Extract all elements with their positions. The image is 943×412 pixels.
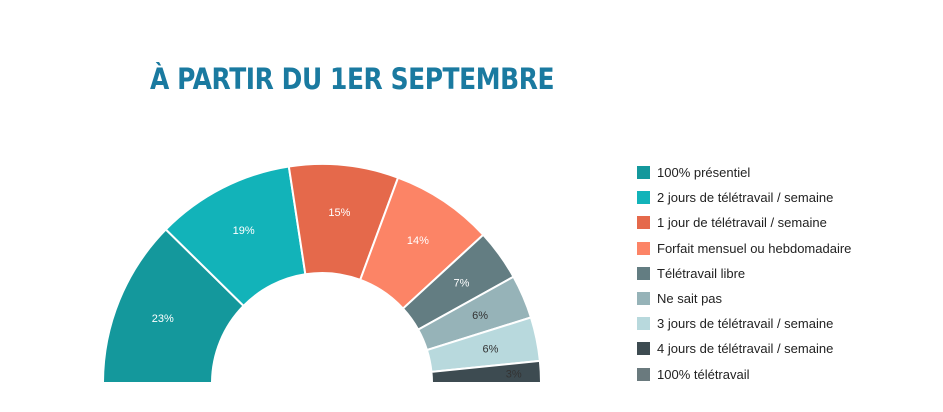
chart-title: À PARTIR DU 1ER SEPTEMBRE — [150, 62, 555, 96]
slice-label-2: 15% — [328, 207, 350, 219]
legend-swatch-5 — [637, 292, 650, 306]
legend-item-5: Ne sait pas — [637, 286, 851, 311]
legend-swatch-2 — [637, 216, 650, 230]
legend-swatch-4 — [637, 266, 650, 280]
legend-swatch-3 — [637, 241, 650, 255]
slice-label-7: 3% — [506, 368, 522, 380]
legend-label-8: 100% télétravail — [657, 366, 750, 382]
legend-item-6: 3 jours de télétravail / semaine — [637, 311, 851, 336]
slice-label-1: 19% — [233, 225, 255, 237]
slice-label-0: 23% — [152, 313, 174, 325]
legend-item-0: 100% présentiel — [637, 160, 851, 185]
legend-label-0: 100% présentiel — [657, 165, 751, 181]
legend-label-3: Forfait mensuel ou hebdomadaire — [657, 240, 852, 256]
slice-label-3: 14% — [407, 235, 429, 247]
legend-swatch-1 — [637, 191, 650, 205]
legend-label-6: 3 jours de télétravail / semaine — [657, 316, 834, 332]
chart-legend: 100% présentiel 2 jours de télétravail / … — [637, 160, 851, 387]
legend-swatch-8 — [637, 367, 650, 381]
legend-swatch-0 — [637, 166, 650, 180]
slice-label-4: 7% — [454, 277, 470, 289]
legend-item-4: Télétravail libre — [637, 261, 851, 286]
slice-label-6: 6% — [483, 343, 499, 355]
legend-label-4: Télétravail libre — [657, 265, 746, 281]
legend-item-1: 2 jours de télétravail / semaine — [637, 185, 851, 210]
legend-item-8: 100% télétravail — [637, 362, 851, 387]
legend-item-3: Forfait mensuel ou hebdomadaire — [637, 236, 851, 261]
legend-swatch-7 — [637, 342, 650, 356]
legend-item-7: 4 jours de télétravail / semaine — [637, 336, 851, 361]
legend-label-1: 2 jours de télétravail / semaine — [657, 190, 834, 206]
legend-label-5: Ne sait pas — [657, 291, 723, 307]
slice-label-5: 6% — [472, 310, 488, 322]
slice-7 — [430, 359, 543, 384]
legend-label-2: 1 jour de télétravail / semaine — [657, 215, 827, 231]
legend-swatch-6 — [637, 317, 650, 331]
legend-item-2: 1 jour de télétravail / semaine — [637, 210, 851, 235]
legend-label-7: 4 jours de télétravail / semaine — [657, 341, 834, 357]
